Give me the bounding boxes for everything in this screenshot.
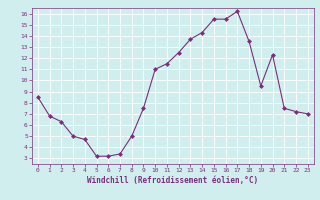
X-axis label: Windchill (Refroidissement éolien,°C): Windchill (Refroidissement éolien,°C) (87, 176, 258, 185)
